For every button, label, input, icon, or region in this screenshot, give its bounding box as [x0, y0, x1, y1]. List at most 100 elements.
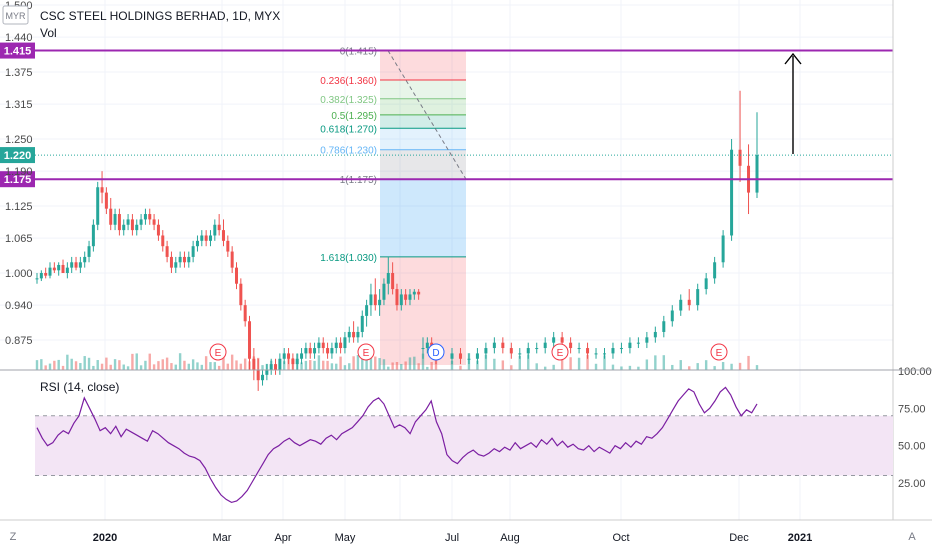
- candle-body[interactable]: [70, 262, 74, 268]
- candle-body[interactable]: [278, 358, 282, 370]
- candle-body[interactable]: [295, 358, 299, 365]
- log-scale-toggle[interactable]: [4, 526, 22, 544]
- candle-body[interactable]: [586, 348, 590, 354]
- candle-body[interactable]: [187, 256, 191, 263]
- candle-body[interactable]: [518, 353, 522, 355]
- candle-body[interactable]: [48, 267, 52, 276]
- candle-body[interactable]: [738, 149, 742, 166]
- candle-body[interactable]: [730, 149, 734, 236]
- candle-body[interactable]: [78, 262, 82, 268]
- time-axis[interactable]: 2020 Mar Apr May Jul Aug Oct Dec 2021: [93, 532, 812, 544]
- projection-arrow[interactable]: [784, 52, 802, 154]
- auto-scale-toggle[interactable]: [902, 526, 922, 544]
- candle-body[interactable]: [421, 348, 425, 350]
- candle-body[interactable]: [339, 342, 343, 349]
- candle-body[interactable]: [308, 348, 312, 354]
- candle-body[interactable]: [334, 342, 338, 349]
- candle-body[interactable]: [378, 299, 382, 306]
- candle-body[interactable]: [653, 331, 657, 338]
- candle-body[interactable]: [391, 273, 395, 290]
- candle-body[interactable]: [96, 187, 100, 225]
- candle-body[interactable]: [35, 278, 39, 280]
- earnings-marker[interactable]: [357, 343, 375, 361]
- candle-body[interactable]: [252, 358, 256, 370]
- candle-body[interactable]: [321, 342, 325, 349]
- candle-body[interactable]: [169, 256, 173, 268]
- candle-body[interactable]: [365, 305, 369, 316]
- candle-body[interactable]: [152, 219, 156, 225]
- candle-body[interactable]: [603, 353, 606, 355]
- candle-body[interactable]: [113, 214, 117, 225]
- candle-body[interactable]: [560, 337, 564, 343]
- candle-body[interactable]: [670, 310, 674, 322]
- candle-body[interactable]: [412, 291, 416, 295]
- candle-body[interactable]: [347, 331, 351, 338]
- candle-body[interactable]: [687, 299, 691, 306]
- candle-body[interactable]: [713, 262, 717, 279]
- candle-body[interactable]: [239, 283, 243, 306]
- horizontal-lines[interactable]: 1.415 1.175 1.220: [0, 42, 893, 188]
- candle-body[interactable]: [135, 224, 139, 231]
- candle-body[interactable]: [191, 246, 195, 257]
- candle-body[interactable]: [213, 224, 217, 236]
- candle-body[interactable]: [417, 291, 421, 295]
- candle-body[interactable]: [52, 267, 56, 271]
- candle-body[interactable]: [117, 214, 121, 231]
- candle-body[interactable]: [330, 348, 334, 354]
- candle-body[interactable]: [300, 353, 304, 359]
- candle-body[interactable]: [100, 187, 104, 193]
- candle-body[interactable]: [44, 273, 48, 276]
- candle-body[interactable]: [395, 289, 399, 306]
- candle-body[interactable]: [122, 224, 126, 231]
- fibonacci-retracement[interactable]: 0(1.415) 0.236(1.360) 0.382(1.325) 0.5(1.29…: [320, 47, 467, 365]
- candle-body[interactable]: [291, 358, 295, 365]
- candle-body[interactable]: [165, 246, 169, 257]
- candle-body[interactable]: [235, 267, 238, 284]
- candle-body[interactable]: [182, 256, 186, 263]
- earnings-marker[interactable]: [551, 343, 569, 361]
- candle-body[interactable]: [269, 364, 273, 370]
- candle-body[interactable]: [109, 208, 113, 225]
- candle-body[interactable]: [178, 256, 182, 263]
- candle-body[interactable]: [552, 337, 556, 343]
- candle-body[interactable]: [356, 331, 360, 338]
- earnings-marker[interactable]: [710, 343, 728, 361]
- candle-body[interactable]: [256, 369, 260, 381]
- candle-body[interactable]: [161, 235, 165, 247]
- candle-body[interactable]: [721, 235, 725, 263]
- candle-body[interactable]: [662, 321, 666, 332]
- candle-body[interactable]: [204, 235, 208, 241]
- candle-body[interactable]: [577, 348, 581, 350]
- candle-body[interactable]: [61, 264, 65, 273]
- candle-body[interactable]: [645, 337, 649, 343]
- candle-body[interactable]: [636, 342, 640, 344]
- rsi-line[interactable]: [36, 386, 758, 504]
- candle-body[interactable]: [399, 294, 403, 306]
- candle-body[interactable]: [475, 353, 479, 359]
- earnings-marker[interactable]: [209, 343, 227, 361]
- candle-body[interactable]: [501, 342, 505, 349]
- candle-body[interactable]: [282, 353, 286, 359]
- candle-body[interactable]: [382, 283, 386, 300]
- candle-body[interactable]: [360, 315, 364, 332]
- candle-body[interactable]: [148, 214, 152, 220]
- candle-body[interactable]: [230, 251, 234, 268]
- candle-body[interactable]: [57, 264, 61, 271]
- candle-body[interactable]: [408, 294, 412, 300]
- candle-body[interactable]: [628, 342, 632, 349]
- candle-body[interactable]: [126, 219, 130, 225]
- candle-body[interactable]: [611, 348, 615, 354]
- candle-body[interactable]: [526, 348, 530, 354]
- candle-body[interactable]: [313, 348, 317, 354]
- candle-body[interactable]: [543, 342, 547, 349]
- candle-body[interactable]: [243, 305, 247, 322]
- candle-body[interactable]: [261, 374, 265, 381]
- candle-body[interactable]: [484, 348, 488, 354]
- candle-body[interactable]: [195, 240, 199, 247]
- candle-body[interactable]: [704, 278, 708, 290]
- candle-body[interactable]: [352, 331, 356, 338]
- candle-body[interactable]: [174, 262, 178, 268]
- candle-body[interactable]: [200, 235, 204, 241]
- candle-body[interactable]: [696, 289, 700, 306]
